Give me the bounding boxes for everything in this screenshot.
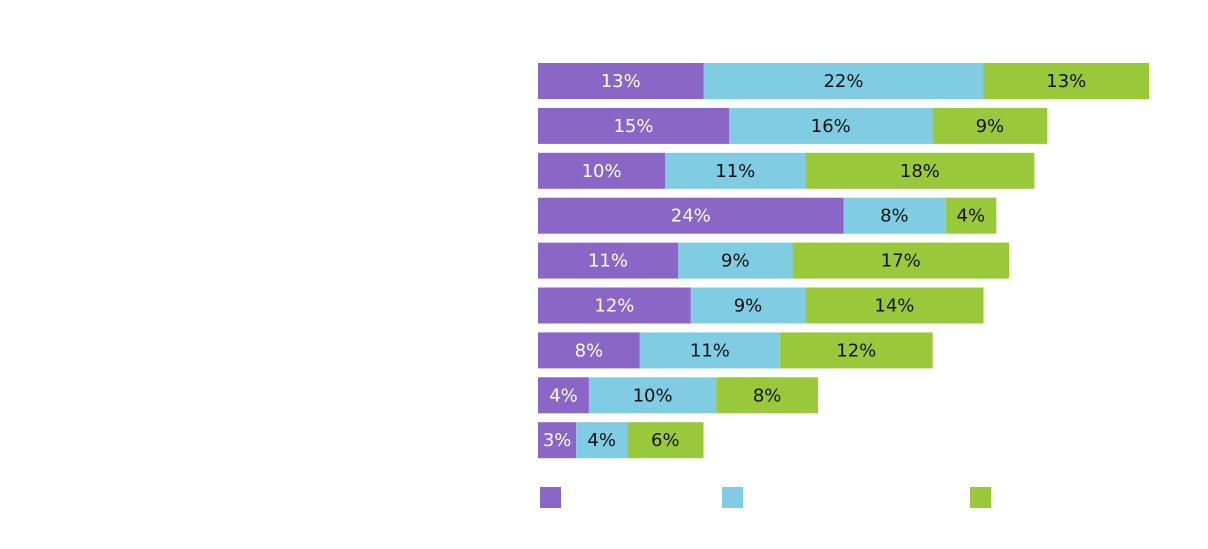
bar-segment-row3-series2	[665, 152, 806, 189]
data-label-row5-series3: 17%	[881, 251, 921, 272]
bars-group: 13% 22% 13% 15% 16% 9% 10% 11% 18% 24% 8% 4% 11% 9% 17…	[538, 63, 1149, 459]
bar-segment-row4-series3	[945, 197, 997, 234]
bar-segment-row9-series3	[627, 422, 704, 459]
data-label-row8-series2: 10%	[633, 385, 673, 406]
bar-segment-row3-series1	[538, 152, 666, 189]
data-label-row1-series1: 13%	[601, 71, 641, 92]
data-label-row4-series1: 24%	[671, 206, 711, 227]
bar-segment-row4-series1	[538, 197, 844, 234]
data-label-row1-series2: 22%	[823, 71, 863, 92]
data-label-row9-series1: 3%	[543, 430, 572, 451]
bar-segment-row2-series2	[729, 107, 933, 144]
data-label-row9-series2: 4%	[587, 430, 616, 451]
bar-segment-row6-series2	[690, 287, 806, 324]
data-label-row3-series2: 11%	[715, 161, 755, 182]
data-label-row2-series2: 16%	[811, 116, 851, 137]
data-label-row3-series1: 10%	[582, 161, 622, 182]
data-label-row7-series1: 8%	[575, 340, 604, 361]
legend-swatch-series1	[540, 487, 561, 508]
data-label-row8-series3: 8%	[753, 385, 782, 406]
bar-segment-row2-series3	[932, 107, 1048, 144]
legend-swatch-series2	[722, 487, 743, 508]
data-label-row3-series3: 18%	[900, 161, 940, 182]
bar-segment-row2-series1	[538, 107, 729, 144]
bar-segment-row1-series3	[983, 63, 1149, 99]
data-label-row8-series1: 4%	[549, 385, 578, 406]
bar-segment-row1-series1	[538, 63, 704, 99]
data-label-row2-series3: 9%	[976, 116, 1005, 137]
bar-segment-row7-series1	[538, 332, 640, 369]
bar-segment-row7-series2	[639, 332, 780, 369]
bar-segment-row7-series3	[779, 332, 933, 369]
data-label-row5-series2: 9%	[721, 251, 750, 272]
data-label-row2-series1: 15%	[613, 116, 653, 137]
bar-segment-row5-series1	[538, 242, 678, 279]
bar-segment-row3-series3	[805, 152, 1035, 189]
data-label-row7-series3: 12%	[836, 340, 876, 361]
data-label-row6-series2: 9%	[734, 296, 763, 317]
legend	[540, 487, 991, 508]
bar-segment-row9-series1	[538, 422, 577, 459]
data-label-row6-series1: 12%	[594, 296, 634, 317]
bar-segment-row9-series2	[576, 422, 628, 459]
data-label-row5-series1: 11%	[588, 251, 628, 272]
data-label-row9-series3: 6%	[651, 430, 680, 451]
data-label-row4-series3: 4%	[957, 206, 986, 227]
bar-segment-row5-series3	[792, 242, 1009, 279]
bar-segment-row6-series1	[538, 287, 691, 324]
bar-segment-row8-series3	[716, 377, 818, 414]
data-label-row1-series3: 13%	[1046, 71, 1086, 92]
data-label-row4-series2: 8%	[880, 206, 909, 227]
bar-segment-row6-series3	[805, 287, 984, 324]
bar-segment-row8-series2	[588, 377, 717, 414]
data-label-row6-series3: 14%	[874, 296, 914, 317]
legend-swatch-series3	[970, 487, 991, 508]
bar-segment-row8-series1	[538, 377, 589, 414]
data-label-row7-series2: 11%	[690, 340, 730, 361]
bar-segment-row5-series2	[678, 242, 793, 279]
bar-segment-row4-series2	[843, 197, 946, 234]
bar-segment-row1-series2	[703, 63, 984, 99]
